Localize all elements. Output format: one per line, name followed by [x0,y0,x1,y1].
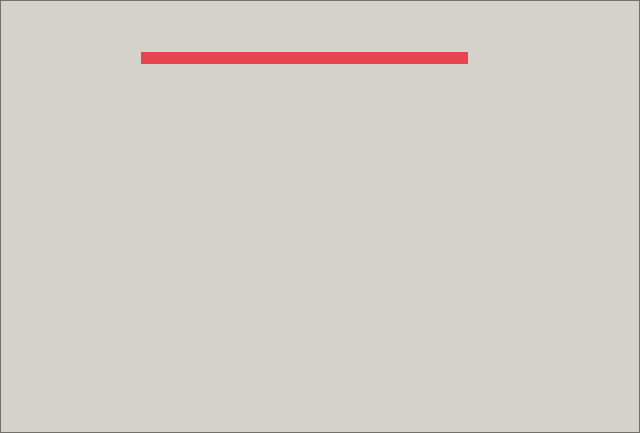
price-axis[interactable] [607,1,639,432]
chart-titlebar [6,4,8,13]
time-axis[interactable] [1,419,607,432]
resistance-banner[interactable] [141,52,468,64]
